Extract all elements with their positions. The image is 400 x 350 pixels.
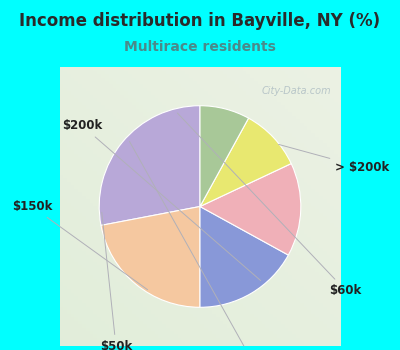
- Wedge shape: [200, 163, 301, 255]
- Wedge shape: [200, 206, 288, 307]
- Wedge shape: [101, 206, 200, 307]
- Wedge shape: [99, 106, 200, 225]
- Text: $200k: $200k: [62, 119, 261, 281]
- Text: City-Data.com: City-Data.com: [262, 86, 332, 96]
- Text: $100k: $100k: [130, 141, 270, 350]
- Text: > $200k: > $200k: [279, 145, 390, 174]
- Wedge shape: [200, 118, 291, 206]
- Text: Income distribution in Bayville, NY (%): Income distribution in Bayville, NY (%): [20, 12, 380, 30]
- Text: Multirace residents: Multirace residents: [124, 40, 276, 54]
- Text: $60k: $60k: [177, 113, 362, 297]
- Wedge shape: [200, 106, 248, 206]
- Text: $150k: $150k: [12, 200, 148, 290]
- Text: $50k: $50k: [100, 212, 132, 350]
